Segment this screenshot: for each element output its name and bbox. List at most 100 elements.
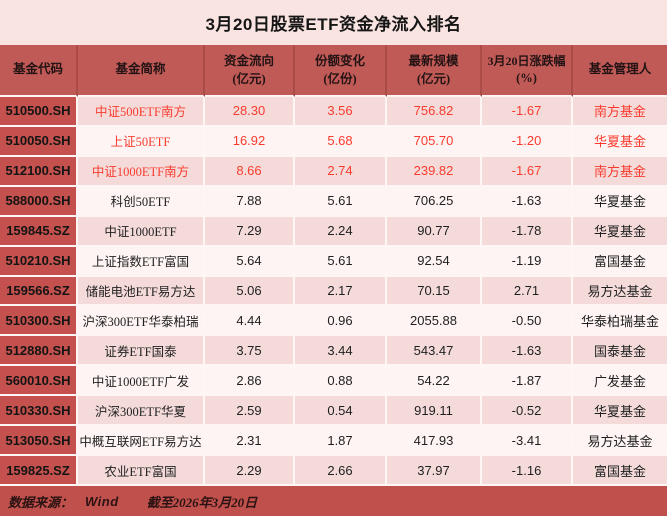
fund-code-cell: 588000.SH [0,186,78,217]
col-header-label: 资金流向 [223,54,274,69]
col-header-label: 基金简称 [115,62,166,77]
fund-flow-cell: 2.31 [205,426,295,457]
share-change-cell: 1.87 [295,426,387,457]
col-header-label: 基金管理人 [588,62,652,77]
fund-manager-cell: 南方基金 [573,156,667,187]
pct-change-cell: -0.50 [482,306,573,337]
fund-manager-cell: 广发基金 [573,366,667,397]
fund-flow-cell: 4.44 [205,306,295,337]
fund-code-cell: 510050.SH [0,126,78,157]
share-change-cell: 2.17 [295,276,387,307]
fund-flow-cell: 2.29 [205,456,295,486]
col-header-unit: (亿元) [416,71,451,86]
pct-change-cell: -1.19 [482,246,573,277]
share-change-cell: 3.44 [295,336,387,367]
fund-flow-cell: 16.92 [205,126,295,157]
fund-name-cell: 中概互联网ETF易方达 [78,426,205,457]
col-header-unit: (亿元) [232,71,266,86]
etf-table: 基金代码 基金简称 资金流向 (亿元) 份额变化 (亿份) 最新规模 ( [0,45,667,486]
pct-change-cell: 2.71 [482,276,573,307]
col-header-unit: (亿份) [323,71,357,86]
fund-manager-cell: 华夏基金 [573,396,667,427]
fund-manager-cell: 国泰基金 [573,336,667,367]
table-row: 510500.SH 中证500ETF南方 28.30 3.56 756.82 -1.67 南… [0,97,667,127]
fund-name-cell: 科创50ETF [78,186,205,217]
data-source-label: 数据来源： [8,494,74,510]
page-title: 3月20日股票ETF资金净流入排名 [0,0,667,45]
fund-scale-cell: 706.25 [387,186,482,217]
fund-scale-cell: 756.82 [387,97,482,127]
pct-change-cell: -1.63 [482,186,573,217]
col-header-label: 基金代码 [12,62,63,77]
fund-flow-cell: 28.30 [205,97,295,127]
fund-flow-cell: 3.75 [205,336,295,367]
fund-scale-cell: 92.54 [387,246,482,277]
table-row: 159825.SZ 农业ETF富国 2.29 2.66 37.97 -1.16 富国基金 [0,456,667,486]
fund-name-cell: 沪深300ETF华泰柏瑞 [78,306,205,337]
fund-code-cell: 510500.SH [0,97,78,127]
fund-code-cell: 513050.SH [0,426,78,457]
table-row: 510300.SH 沪深300ETF华泰柏瑞 4.44 0.96 2055.88 -0.5… [0,306,667,337]
table-row: 510050.SH 上证50ETF 16.92 5.68 705.70 -1.20 华夏基金 [0,126,667,157]
table-row: 510330.SH 沪深300ETF华夏 2.59 0.54 919.11 -0.52 华夏… [0,396,667,427]
fund-name-cell: 农业ETF富国 [78,456,205,486]
fund-name-cell: 上证50ETF [78,126,205,157]
pct-change-cell: -3.41 [482,426,573,457]
fund-manager-cell: 南方基金 [573,97,667,127]
fund-scale-cell: 37.97 [387,456,482,486]
fund-code-cell: 510210.SH [0,246,78,277]
fund-manager-cell: 易方达基金 [573,426,667,457]
fund-code-cell: 510300.SH [0,306,78,337]
share-change-cell: 0.88 [295,366,387,397]
fund-name-cell: 中证500ETF南方 [78,97,205,127]
pct-change-cell: -1.63 [482,336,573,367]
header-row: 基金代码 基金简称 资金流向 (亿元) 份额变化 (亿份) 最新规模 ( [0,45,667,97]
pct-change-cell: -1.87 [482,366,573,397]
fund-code-cell: 159566.SZ [0,276,78,307]
col-header-pct-change: 3月20日涨跌幅 (%) [482,45,573,97]
fund-name-cell: 中证1000ETF [78,216,205,247]
col-header-label: 份额变化 [314,54,365,69]
fund-scale-cell: 70.15 [387,276,482,307]
fund-code-cell: 560010.SH [0,366,78,397]
pct-change-cell: -1.16 [482,456,573,486]
fund-scale-cell: 705.70 [387,126,482,157]
col-header-unit: (%) [516,71,537,86]
fund-scale-cell: 2055.88 [387,306,482,337]
fund-flow-cell: 2.59 [205,396,295,427]
fund-code-cell: 512100.SH [0,156,78,187]
footer: 数据来源： Wind 截至2026年3月20日 [0,486,667,516]
fund-manager-cell: 华夏基金 [573,126,667,157]
fund-code-cell: 159845.SZ [0,216,78,247]
fund-scale-cell: 90.77 [387,216,482,247]
fund-scale-cell: 919.11 [387,396,482,427]
fund-name-cell: 上证指数ETF富国 [78,246,205,277]
col-header-fund-code: 基金代码 [0,45,78,97]
fund-name-cell: 中证1000ETF广发 [78,366,205,397]
fund-flow-cell: 8.66 [205,156,295,187]
pct-change-cell: -1.78 [482,216,573,247]
col-header-label: 最新规模 [408,54,459,69]
fund-flow-cell: 7.88 [205,186,295,217]
pct-change-cell: -0.52 [482,396,573,427]
fund-manager-cell: 富国基金 [573,456,667,486]
table-body: 510500.SH 中证500ETF南方 28.30 3.56 756.82 -1.67 南… [0,97,667,486]
share-change-cell: 2.24 [295,216,387,247]
as-of-date: 截至2026年3月20日 [146,494,258,510]
fund-flow-cell: 5.64 [205,246,295,277]
fund-flow-cell: 5.06 [205,276,295,307]
fund-scale-cell: 543.47 [387,336,482,367]
fund-scale-cell: 239.82 [387,156,482,187]
fund-name-cell: 沪深300ETF华夏 [78,396,205,427]
fund-code-cell: 510330.SH [0,396,78,427]
share-change-cell: 3.56 [295,97,387,127]
fund-code-cell: 159825.SZ [0,456,78,486]
col-header-fund-flow: 资金流向 (亿元) [205,45,295,97]
table-row: 512880.SH 证券ETF国泰 3.75 3.44 543.47 -1.63 国泰基金 [0,336,667,367]
share-change-cell: 2.74 [295,156,387,187]
table-row: 159566.SZ 储能电池ETF易方达 5.06 2.17 70.15 2.71 易方达基… [0,276,667,307]
col-header-fund-scale: 最新规模 (亿元) [387,45,482,97]
share-change-cell: 5.61 [295,186,387,217]
share-change-cell: 5.68 [295,126,387,157]
